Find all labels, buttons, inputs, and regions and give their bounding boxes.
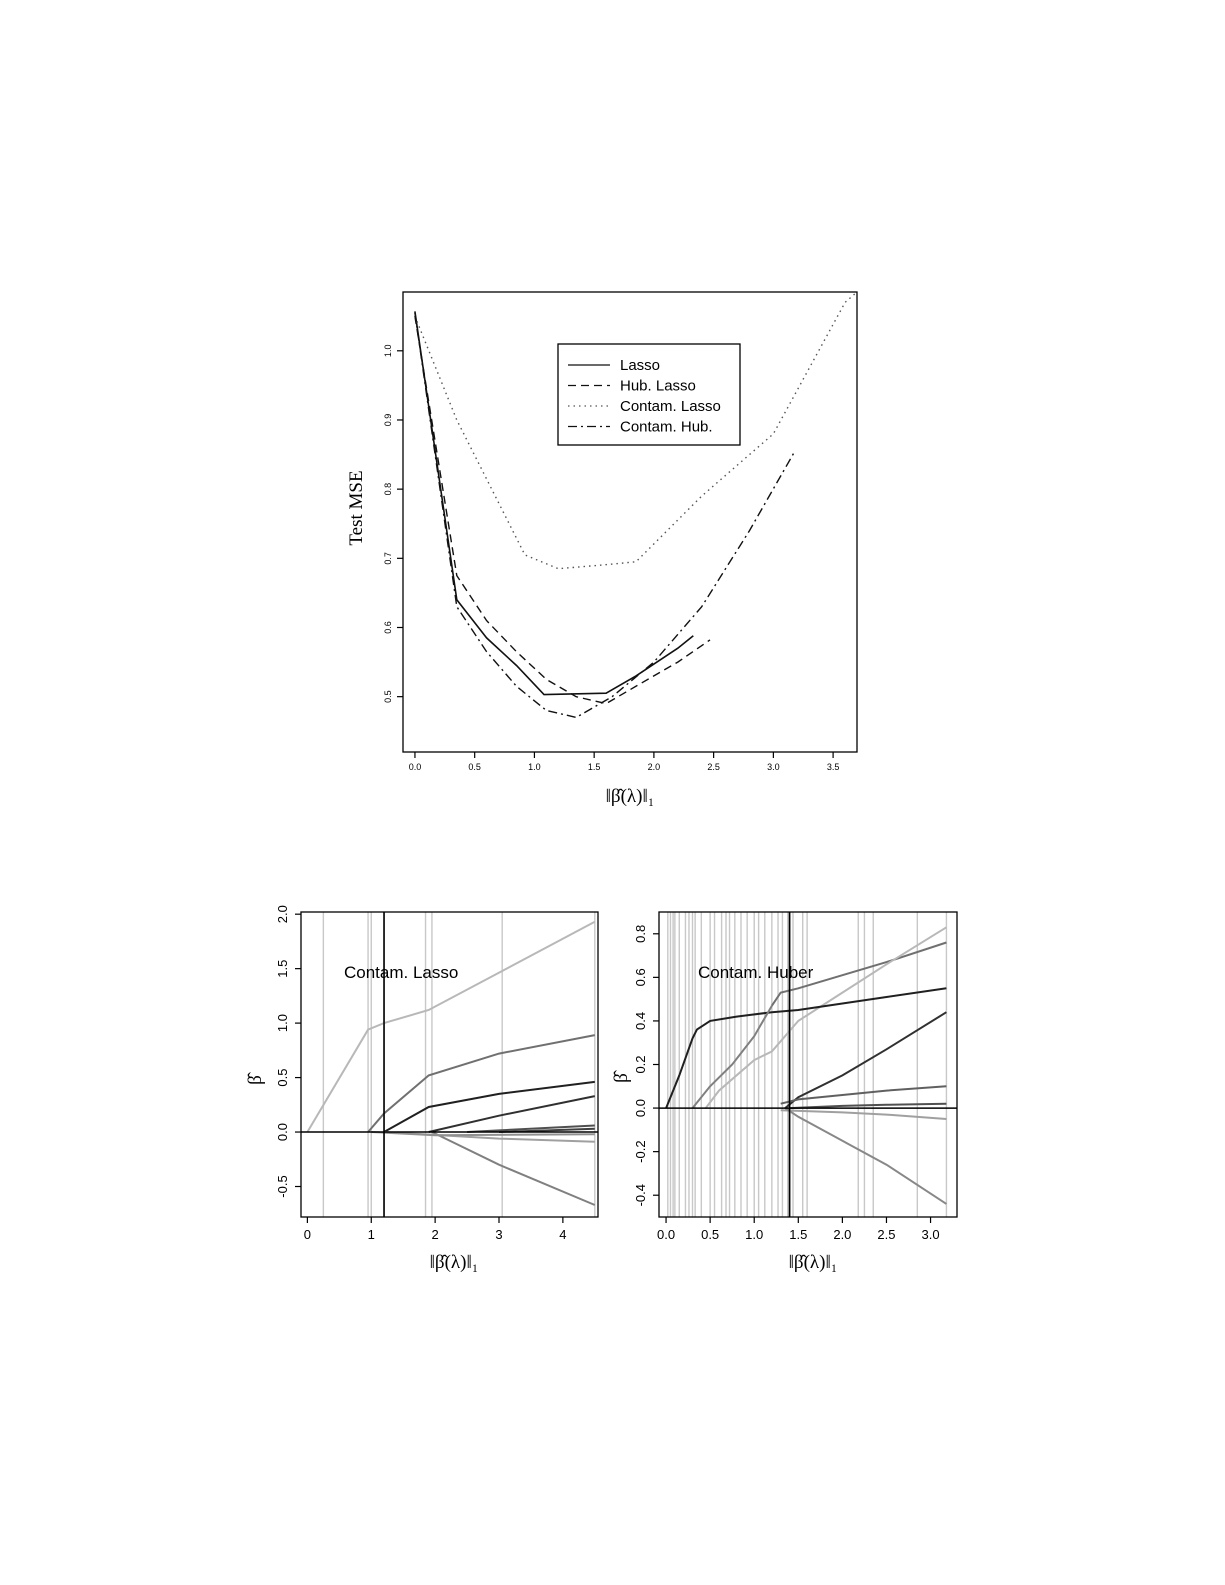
legend-label: Contam. Hub. <box>620 419 713 436</box>
test-mse-chart: 0.0 0.5 1.0 1.5 2.0 2.5 3.0 3.5 0.5 0.6 0.7 0.8 0.9… <box>346 291 858 807</box>
x-tick-label: 0.5 <box>468 762 481 772</box>
y-tick-label: -0.4 <box>633 1184 648 1206</box>
x-tick-label: 0.5 <box>701 1227 719 1242</box>
y-tick-label: -0.5 <box>275 1175 290 1197</box>
x-axis-label: ‖β̂(λ)‖₁ <box>789 1252 838 1273</box>
x-tick-label: 1.5 <box>789 1227 807 1242</box>
y-tick-label: 1.5 <box>275 960 290 978</box>
y-tick-label: 0.6 <box>633 968 648 986</box>
coef-path-3 <box>383 1080 595 1133</box>
x-tick-label: 2.0 <box>648 762 661 772</box>
y-tick-label: 2.0 <box>275 905 290 923</box>
plot-frame <box>658 911 958 1218</box>
plot-frame <box>402 291 858 753</box>
y-tick-label: 1.0 <box>383 345 393 358</box>
x-tick-label: 2.5 <box>877 1227 895 1242</box>
coef-path-7 <box>789 1102 947 1110</box>
y-tick-label: 0.0 <box>275 1123 290 1141</box>
coef-path-8 <box>780 1109 947 1120</box>
x-tick-label: 1.0 <box>528 762 541 772</box>
x-tick-label: 1.0 <box>745 1227 763 1242</box>
y-axis-label: β̂ <box>611 1070 632 1083</box>
coef-path-2 <box>367 1034 595 1133</box>
x-tick-label: 2 <box>432 1227 439 1242</box>
x-tick-label: 1 <box>368 1227 375 1242</box>
x-tick-label: 3.0 <box>767 762 780 772</box>
plot-annotation: Contam. Huber <box>698 963 814 982</box>
series-line-hub-lasso <box>414 316 711 705</box>
coef-path-5 <box>691 1005 773 1109</box>
y-tick-label: 0.8 <box>633 925 648 943</box>
x-tick-label: 2.5 <box>707 762 720 772</box>
y-tick-label: 0.5 <box>383 690 393 703</box>
coef-path-2 <box>704 926 947 1109</box>
y-tick-label: 0.0 <box>633 1099 648 1117</box>
contam-huber-path-chart: 0.0 0.5 1.0 1.5 2.0 2.5 3.0 -0.4 -0.2 0.0 0.2 0.4 0… <box>611 911 958 1273</box>
x-tick-label: 1.5 <box>588 762 601 772</box>
x-tick-label: 3 <box>495 1227 502 1242</box>
x-tick-label: 3.0 <box>922 1227 940 1242</box>
coef-path-4 <box>784 1011 947 1109</box>
y-tick-label: 0.2 <box>633 1055 648 1073</box>
coef-path-3 <box>665 987 947 1109</box>
legend-label: Lasso <box>620 357 660 374</box>
coef-path-5 <box>431 1131 596 1206</box>
coef-path-7 <box>467 1124 595 1133</box>
series-line-lasso <box>414 311 694 696</box>
y-tick-label: 0.6 <box>383 621 393 634</box>
legend-label: Hub. Lasso <box>620 378 696 395</box>
x-tick-label: 0.0 <box>409 762 422 772</box>
x-tick-label: 4 <box>559 1227 566 1242</box>
legend: Lasso Hub. Lasso Contam. Lasso Contam. Hub. <box>557 343 741 446</box>
x-tick-label: 0.0 <box>657 1227 675 1242</box>
y-axis-label: Test MSE <box>346 470 367 545</box>
x-axis-label: ‖β̂(λ)‖₁ <box>430 1252 479 1273</box>
coef-path-4 <box>428 1095 596 1133</box>
y-tick-label: 0.5 <box>275 1069 290 1087</box>
plot-annotation: Contam. Lasso <box>344 963 458 982</box>
x-tick-label: 0 <box>304 1227 311 1242</box>
y-axis-label: β̂ <box>245 1072 266 1085</box>
coef-path-9 <box>784 1107 947 1205</box>
plot-frame <box>300 911 599 1218</box>
y-tick-label: -0.2 <box>633 1140 648 1162</box>
y-tick-label: 1.0 <box>275 1014 290 1032</box>
x-axis-label: ‖β̂(λ)‖₁ <box>606 786 655 807</box>
series-line-contam-lasso <box>414 291 858 570</box>
y-tick-label: 0.4 <box>633 1012 648 1030</box>
y-tick-label: 0.7 <box>383 552 393 565</box>
x-tick-label: 3.5 <box>827 762 840 772</box>
y-tick-label: 0.9 <box>383 414 393 427</box>
series-line-contam-hub- <box>414 312 796 719</box>
x-tick-label: 2.0 <box>833 1227 851 1242</box>
coef-path-6 <box>780 1085 947 1105</box>
legend-label: Contam. Lasso <box>620 398 721 415</box>
coef-path-1 <box>306 920 596 1133</box>
y-tick-label: 0.8 <box>383 483 393 496</box>
coef-path-8 <box>371 1131 595 1137</box>
